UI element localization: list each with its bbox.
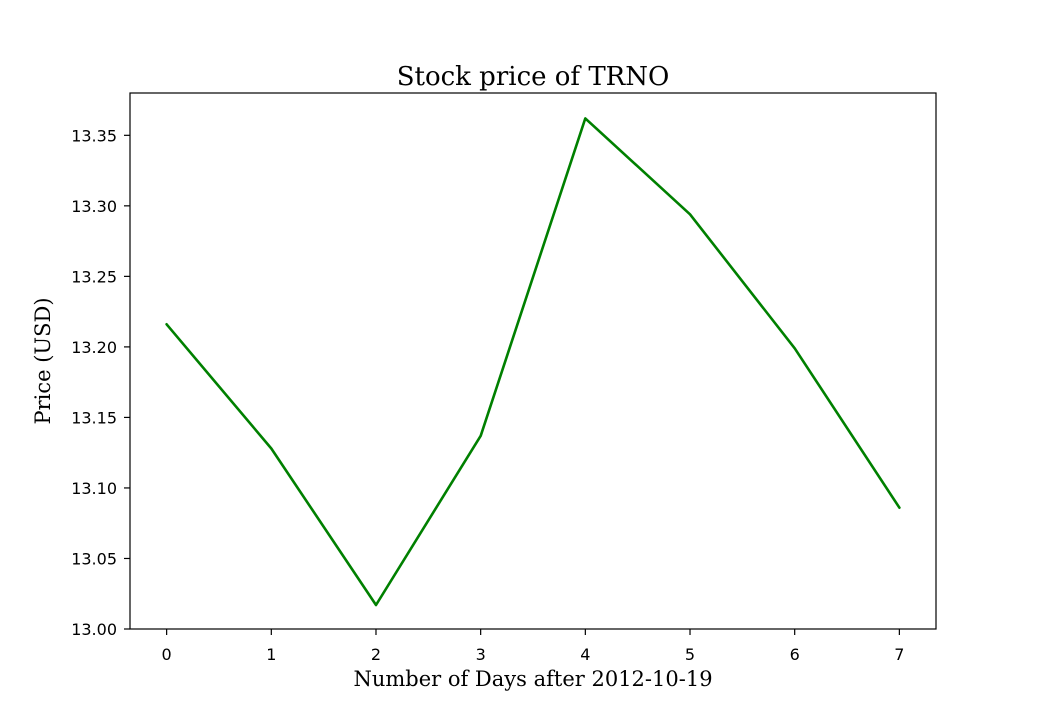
y-tick-label: 13.20 [71,338,117,357]
x-tick-label: 0 [162,645,172,664]
y-tick-label: 13.15 [71,408,117,427]
x-tick-label: 2 [371,645,381,664]
x-tick-label: 4 [580,645,590,664]
y-tick-label: 13.10 [71,479,117,498]
x-axis-label: Number of Days after 2012-10-19 [353,667,712,691]
x-tick-label: 6 [790,645,800,664]
x-tick-label: 7 [894,645,904,664]
chart-title: Stock price of TRNO [397,62,670,92]
y-axis: 13.00 13.05 13.10 13.15 13.20 13.25 13.30 13.35 [71,126,130,639]
x-tick-label: 1 [266,645,276,664]
y-tick-label: 13.00 [71,620,117,639]
plot-area-frame [129,92,937,630]
y-tick-label: 13.25 [71,267,117,286]
y-tick-label: 13.35 [71,126,117,145]
x-tick-label: 5 [685,645,695,664]
y-tick-label: 13.05 [71,549,117,568]
price-series-line [165,117,901,607]
x-axis: 0 1 2 3 4 5 6 7 [162,629,904,664]
x-tick-label: 3 [476,645,486,664]
y-tick-label: 13.30 [71,197,117,216]
y-axis-label: Price (USD) [31,297,55,424]
